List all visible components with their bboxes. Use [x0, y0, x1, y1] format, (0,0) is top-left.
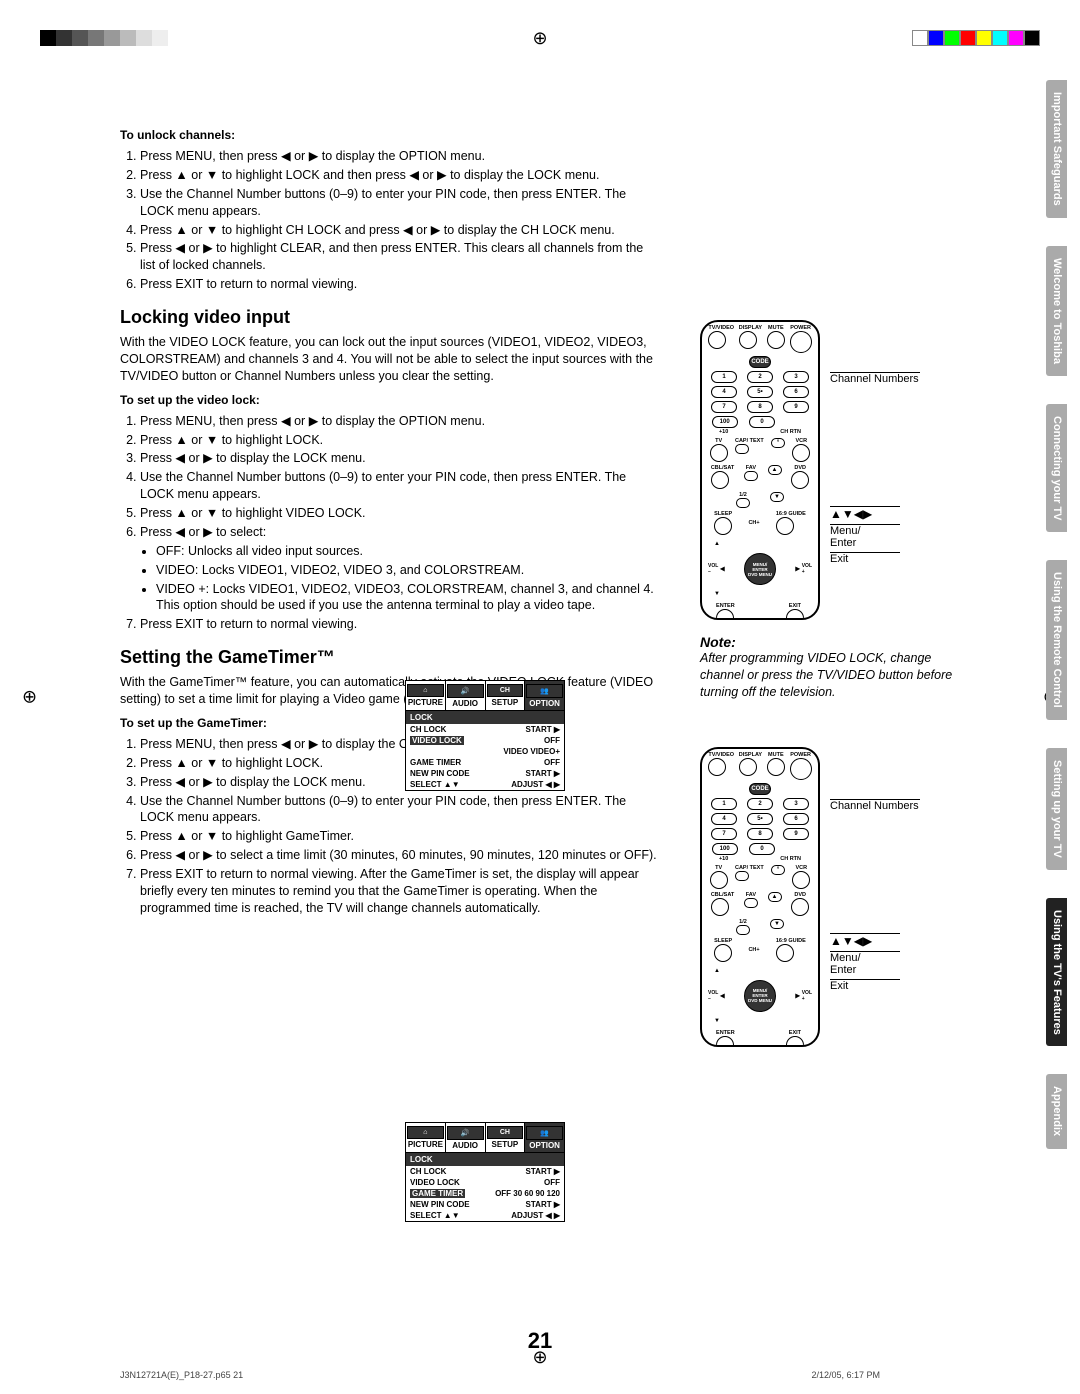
video-lock-heading: Locking video input: [120, 307, 660, 328]
step: Press ▲ or ▼ to highlight LOCK and then …: [140, 167, 660, 184]
step: Press MENU, then press ◀ or ▶ to display…: [140, 736, 660, 753]
gametimer-steps: Press MENU, then press ◀ or ▶ to display…: [140, 736, 660, 917]
callout-label: Exit: [830, 553, 848, 565]
note-body: After programming VIDEO LOCK, change cha…: [700, 650, 960, 701]
step: Press ◀ or ▶ to highlight CLEAR, and the…: [140, 240, 660, 274]
callout-menu-enter: Menu/Enter: [830, 524, 900, 549]
step: Press ▲ or ▼ to highlight CH LOCK and pr…: [140, 222, 660, 239]
step: Press MENU, then press ◀ or ▶ to display…: [140, 413, 660, 430]
step: Use the Channel Number buttons (0–9) to …: [140, 186, 660, 220]
step: Press ▲ or ▼ to highlight GameTimer.: [140, 828, 660, 845]
video-lock-sub: To set up the video lock:: [120, 393, 660, 407]
note-heading: Note:: [700, 634, 960, 650]
remote-illustration-1: TV/VIDEODISPLAYMUTEPOWERCODE12345•678910…: [700, 320, 960, 620]
remote-illustration-2: TV/VIDEODISPLAYMUTEPOWERCODE12345•678910…: [700, 747, 960, 1047]
unlock-steps: Press MENU, then press ◀ or ▶ to display…: [140, 148, 660, 293]
callout-channel-numbers: Channel Numbers: [830, 799, 920, 812]
callout-exit: Exit: [830, 979, 900, 992]
step: Press ◀ or ▶ to select:OFF: Unlocks all …: [140, 524, 660, 614]
step: Use the Channel Number buttons (0–9) to …: [140, 793, 660, 827]
gametimer-heading: Setting the GameTimer™: [120, 647, 660, 668]
step: Use the Channel Number buttons (0–9) to …: [140, 469, 660, 503]
footer-filename: J3N12721A(E)_P18-27.p65 21: [120, 1370, 243, 1380]
step: Press ▲ or ▼ to highlight LOCK.: [140, 432, 660, 449]
callout-arrows: ▲▼◀▶: [830, 933, 900, 948]
bullet: OFF: Unlocks all video input sources.: [156, 543, 660, 560]
step: Press EXIT to return to normal viewing.: [140, 276, 660, 293]
callout-label: Menu/Enter: [830, 525, 861, 549]
page-number: 21: [0, 1328, 1080, 1354]
gametimer-sub: To set up the GameTimer:: [120, 716, 660, 730]
gametimer-intro: With the GameTimer™ feature, you can aut…: [120, 674, 660, 708]
unlock-heading: To unlock channels:: [120, 128, 660, 142]
osd-menu-gametimer: ⌂PICTURE🔊AUDIOCHSETUP👥OPTIONLOCKCH LOCKS…: [405, 1122, 565, 1222]
side-column: TV/VIDEODISPLAYMUTEPOWERCODE12345•678910…: [700, 120, 960, 1057]
callout-arrows: ▲▼◀▶: [830, 506, 900, 521]
callout-label: Channel Numbers: [830, 373, 919, 385]
osd-menu-video-lock: ⌂PICTURE🔊AUDIOCHSETUP👥OPTIONLOCKCH LOCKS…: [405, 680, 565, 791]
callout-label: Menu/Enter: [830, 952, 861, 976]
footer-timestamp: 2/12/05, 6:17 PM: [811, 1370, 880, 1380]
step: Press EXIT to return to normal viewing.: [140, 616, 660, 633]
callout-label: Exit: [830, 980, 848, 992]
callout-label: ▲▼◀▶: [830, 934, 872, 948]
callout-label: Channel Numbers: [830, 800, 919, 812]
callout-exit: Exit: [830, 552, 900, 565]
step: Press EXIT to return to normal viewing. …: [140, 866, 660, 917]
step: Press ▲ or ▼ to highlight LOCK.: [140, 755, 660, 772]
step: Press ◀ or ▶ to select a time limit (30 …: [140, 847, 660, 864]
bullet: VIDEO +: Locks VIDEO1, VIDEO2, VIDEO3, C…: [156, 581, 660, 615]
step: Press MENU, then press ◀ or ▶ to display…: [140, 148, 660, 165]
main-column: To unlock channels: Press MENU, then pre…: [120, 120, 660, 919]
step: Press ▲ or ▼ to highlight VIDEO LOCK.: [140, 505, 660, 522]
callout-label: ▲▼◀▶: [830, 507, 872, 521]
video-lock-steps: Press MENU, then press ◀ or ▶ to display…: [140, 413, 660, 634]
step: Press ◀ or ▶ to display the LOCK menu.: [140, 774, 660, 791]
step: Press ◀ or ▶ to display the LOCK menu.: [140, 450, 660, 467]
video-lock-intro: With the VIDEO LOCK feature, you can loc…: [120, 334, 660, 385]
callout-menu-enter: Menu/Enter: [830, 951, 900, 976]
bullet: VIDEO: Locks VIDEO1, VIDEO2, VIDEO 3, an…: [156, 562, 660, 579]
callout-channel-numbers: Channel Numbers: [830, 372, 920, 385]
